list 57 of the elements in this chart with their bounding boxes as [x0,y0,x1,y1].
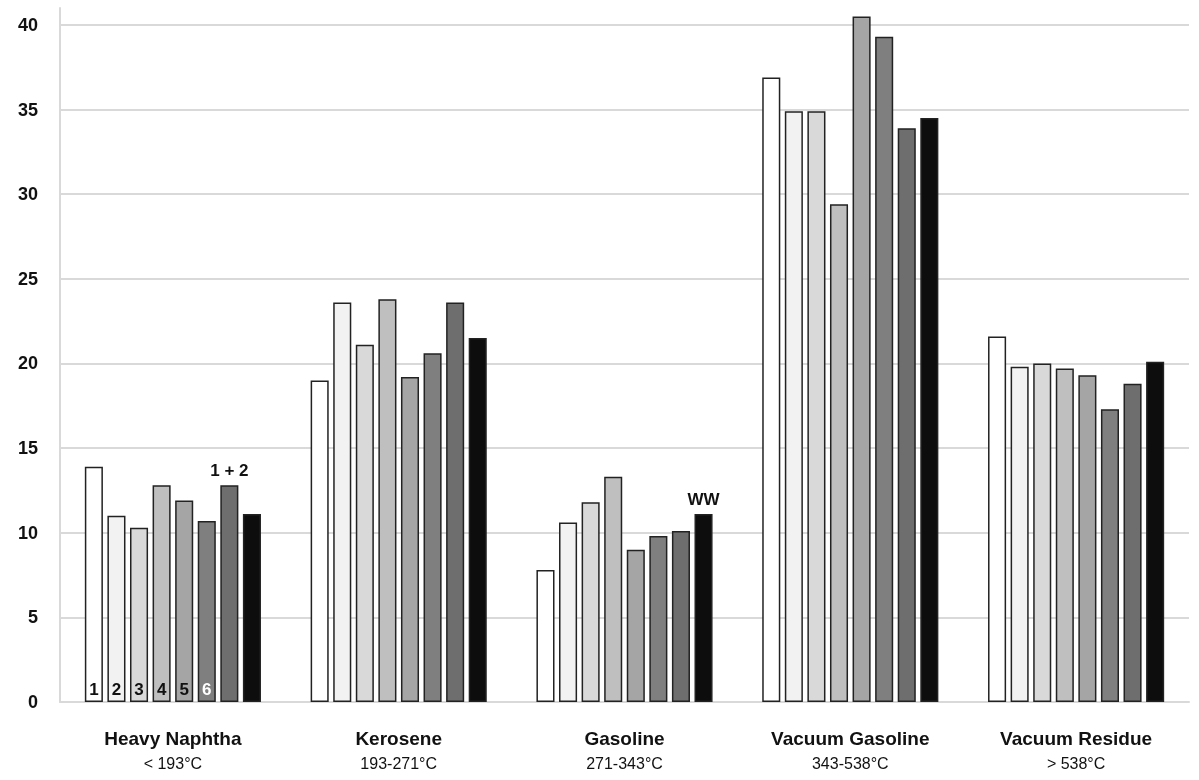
y-tick-label: 35 [17,99,38,120]
series-label: 6 [202,680,212,699]
bar [604,476,623,702]
bar [671,531,690,702]
y-tick-label: 25 [17,268,38,289]
bar [988,336,1007,702]
bar [1078,375,1097,702]
x-tick-label: Vacuum Residue > 538°C [1000,727,1153,772]
series-label: 4 [156,680,167,699]
bar [333,302,352,702]
y-tick-label: 10 [17,522,38,543]
series-label: WW [687,490,721,510]
bar [446,302,465,702]
bar [829,204,849,702]
y-tick-label: 20 [17,353,38,374]
bar [649,536,668,702]
bar [694,514,713,702]
y-tick-label: 30 [17,184,38,205]
bar [897,128,916,702]
series-label: 3 [134,680,144,699]
series-label: 1 [89,680,99,699]
bar [1100,409,1119,702]
series-label: 2 [111,680,122,699]
bar [220,485,239,702]
bar [536,569,555,702]
y-tick-label: 0 [27,692,38,712]
bar [784,111,803,702]
bar [423,353,442,702]
bar [107,515,126,702]
bar [852,16,871,702]
bar [559,522,578,702]
bar [1010,366,1029,702]
series-label: 1 + 2 [210,461,249,481]
bar [920,118,939,702]
bar [468,338,487,702]
x-tick-label: Kerosene 193-271°C [355,727,442,772]
bar [310,380,329,702]
x-tick-label: Gasoline 271-343°C [584,727,665,772]
y-tick-label: 15 [17,438,38,459]
bar [1146,361,1165,702]
y-tick-label: 5 [27,607,38,628]
bar [1123,383,1142,702]
bar [197,520,216,702]
bar [84,466,103,702]
bar [1055,368,1074,702]
x-tick-label: Vacuum Gasoline 343-538°C [771,727,930,772]
bar [152,485,171,702]
bar [400,377,420,702]
bar [242,514,261,702]
bar [762,77,781,702]
x-tick-label: Heavy Naphtha < 193°C [104,727,242,772]
y-tick-label: 40 [17,14,38,35]
bar [626,549,645,702]
bar [875,36,894,702]
bar [175,500,194,702]
bar [378,299,397,702]
series-label: 5 [179,680,189,699]
